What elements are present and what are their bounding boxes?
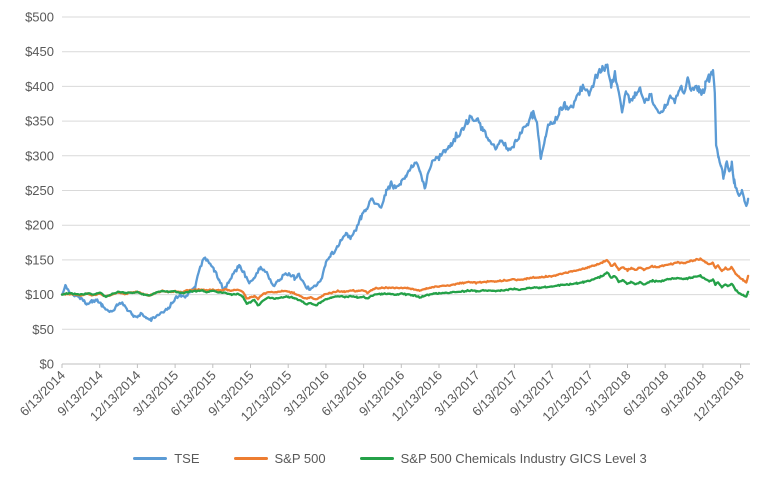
series-lines bbox=[60, 63, 750, 323]
y-tick-label: $50 bbox=[32, 322, 54, 337]
y-tick-label: $350 bbox=[25, 114, 54, 129]
sp500-line-swatch bbox=[233, 457, 268, 460]
y-tick-label: $0 bbox=[40, 357, 54, 372]
legend-label-chemicals: S&P 500 Chemicals Industry GICS Level 3 bbox=[400, 451, 647, 466]
series-line-tse bbox=[60, 63, 750, 323]
legend-label-tse: TSE bbox=[174, 451, 200, 466]
legend: TSE S&P 500 S&P 500 Chemicals Industry G… bbox=[0, 451, 780, 466]
series-line-chemicals bbox=[60, 271, 750, 307]
y-tick-label: $300 bbox=[25, 148, 54, 163]
y-tick-label: $250 bbox=[25, 183, 54, 198]
y-tick-label: $200 bbox=[25, 218, 54, 233]
y-tick-label: $150 bbox=[25, 252, 54, 267]
legend-label-sp500: S&P 500 bbox=[274, 451, 326, 466]
gridlines bbox=[62, 16, 750, 365]
legend-item-tse: TSE bbox=[133, 451, 200, 466]
axes bbox=[61, 364, 742, 368]
y-axis-labels: $0 $50 $100 $150 $200 $250 $300 $350 $400 $450 $50… bbox=[25, 10, 54, 372]
y-tick-label: $500 bbox=[25, 10, 54, 25]
tse-line-swatch bbox=[133, 457, 168, 460]
legend-item-sp500: S&P 500 bbox=[233, 451, 326, 466]
x-axis-labels: 6/13/20149/13/201412/13/20143/13/20156/1… bbox=[17, 368, 747, 425]
y-tick-label: $100 bbox=[25, 287, 54, 302]
chemicals-line-swatch bbox=[359, 457, 394, 460]
y-tick-label: $400 bbox=[25, 79, 54, 94]
legend-item-chemicals: S&P 500 Chemicals Industry GICS Level 3 bbox=[359, 451, 647, 466]
y-tick-label: $450 bbox=[25, 44, 54, 59]
